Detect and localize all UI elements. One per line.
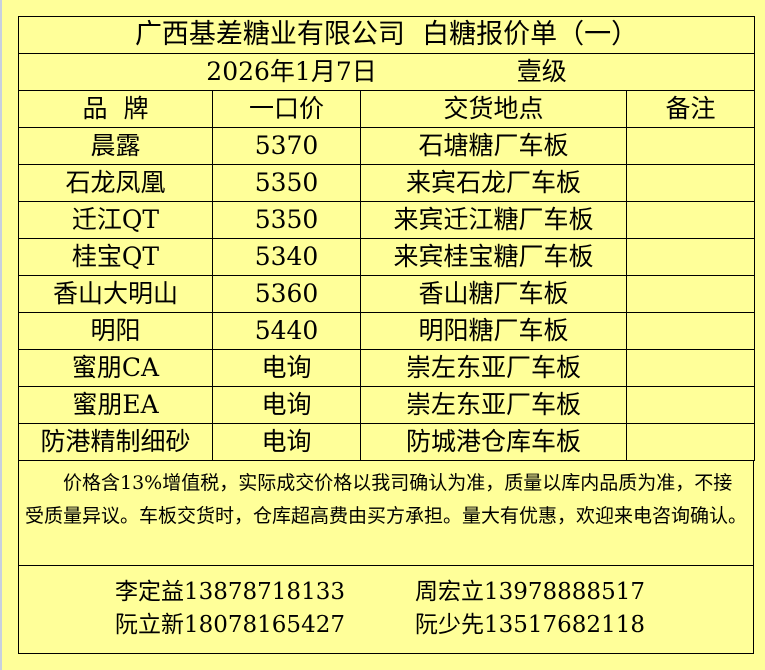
table-row: 明阳 5440 明阳糖厂车板: [18, 312, 756, 350]
cell-brand: 明阳: [18, 312, 213, 350]
cell-brand: 蜜朋CA: [18, 349, 213, 387]
table-row: 迁江QT 5350 来宾迁江糖厂车板: [18, 201, 756, 239]
cell-location: 明阳糖厂车板: [360, 312, 627, 350]
cell-brand: 晨露: [18, 127, 213, 165]
table-row: 蜜朋CA 电询 崇左东亚厂车板: [18, 349, 756, 387]
table-row: 防港精制细砂 电询 防城港仓库车板: [18, 423, 756, 461]
page-title: 广西基差糖业有限公司 白糖报价单（一）: [17, 16, 756, 54]
cell-brand: 防港精制细砂: [18, 423, 213, 461]
cell-remarks: [625, 127, 756, 165]
col-price: 一口价: [212, 90, 361, 128]
table-row: 桂宝QT 5340 来宾桂宝糖厂车板: [18, 238, 756, 276]
col-remarks: 备注: [625, 90, 756, 128]
cell-price: 5350: [212, 164, 361, 202]
cell-price: 电询: [212, 423, 361, 461]
contact: 周宏立13978888517: [415, 579, 645, 605]
contact: 阮立新18078165427: [115, 612, 345, 638]
cell-price: 5440: [212, 312, 361, 350]
notes: 价格含13%增值税，实际成交价格以我司确认为准，质量以库内品质为准，不接受质量异…: [18, 460, 754, 566]
cell-location: 香山糖厂车板: [360, 275, 627, 313]
cell-location: 崇左东亚厂车板: [360, 386, 627, 424]
cell-brand: 石龙凤凰: [18, 164, 213, 202]
col-brand: 品 牌: [18, 90, 213, 128]
cell-price: 5360: [212, 275, 361, 313]
quote-date: 2026年1月7日: [206, 57, 377, 86]
cell-brand: 迁江QT: [18, 201, 213, 239]
price-table: 广西基差糖业有限公司 白糖报价单（一） 2026年1月7日 壹级 品 牌 一口价 …: [17, 16, 756, 461]
cell-location: 来宾桂宝糖厂车板: [360, 238, 627, 276]
cell-remarks: [625, 164, 756, 202]
table-row: 晨露 5370 石塘糖厂车板: [18, 127, 756, 165]
cell-remarks: [625, 238, 756, 276]
table-row: 蜜朋EA 电询 崇左东亚厂车板: [18, 386, 756, 424]
notes-text: 价格含13%增值税，实际成交价格以我司确认为准，质量以库内品质为准，不接受质量异…: [25, 472, 748, 527]
cell-location: 来宾石龙厂车板: [360, 164, 627, 202]
cell-location: 来宾迁江糖厂车板: [360, 201, 627, 239]
cell-remarks: [625, 386, 756, 424]
cell-brand: 桂宝QT: [18, 238, 213, 276]
cell-remarks: [625, 201, 756, 239]
cell-remarks: [625, 423, 756, 461]
cell-price: 5370: [212, 127, 361, 165]
cell-remarks: [625, 312, 756, 350]
cell-price: 5340: [212, 238, 361, 276]
grade: 壹级: [516, 57, 567, 86]
cell-price: 5350: [212, 201, 361, 239]
col-location: 交货地点: [360, 90, 627, 128]
cell-brand: 香山大明山: [18, 275, 213, 313]
cell-brand: 蜜朋EA: [18, 386, 213, 424]
cell-location: 石塘糖厂车板: [360, 127, 627, 165]
cell-location: 防城港仓库车板: [360, 423, 627, 461]
cell-price: 电询: [212, 349, 361, 387]
cell-location: 崇左东亚厂车板: [360, 349, 627, 387]
contacts: 李定益13878718133 周宏立13978888517 阮立新18078165…: [18, 566, 754, 654]
contact: 李定益13878718133: [115, 579, 345, 605]
cell-price: 电询: [212, 386, 361, 424]
cell-remarks: [625, 349, 756, 387]
table-row: 石龙凤凰 5350 来宾石龙厂车板: [18, 164, 756, 202]
header-row: 品 牌 一口价 交货地点 备注: [18, 90, 756, 128]
table-row: 香山大明山 5360 香山糖厂车板: [18, 275, 756, 313]
date-grade-row: 2026年1月7日 壹级: [17, 53, 756, 91]
cell-remarks: [625, 275, 756, 313]
contact: 阮少先13517682118: [415, 612, 645, 638]
